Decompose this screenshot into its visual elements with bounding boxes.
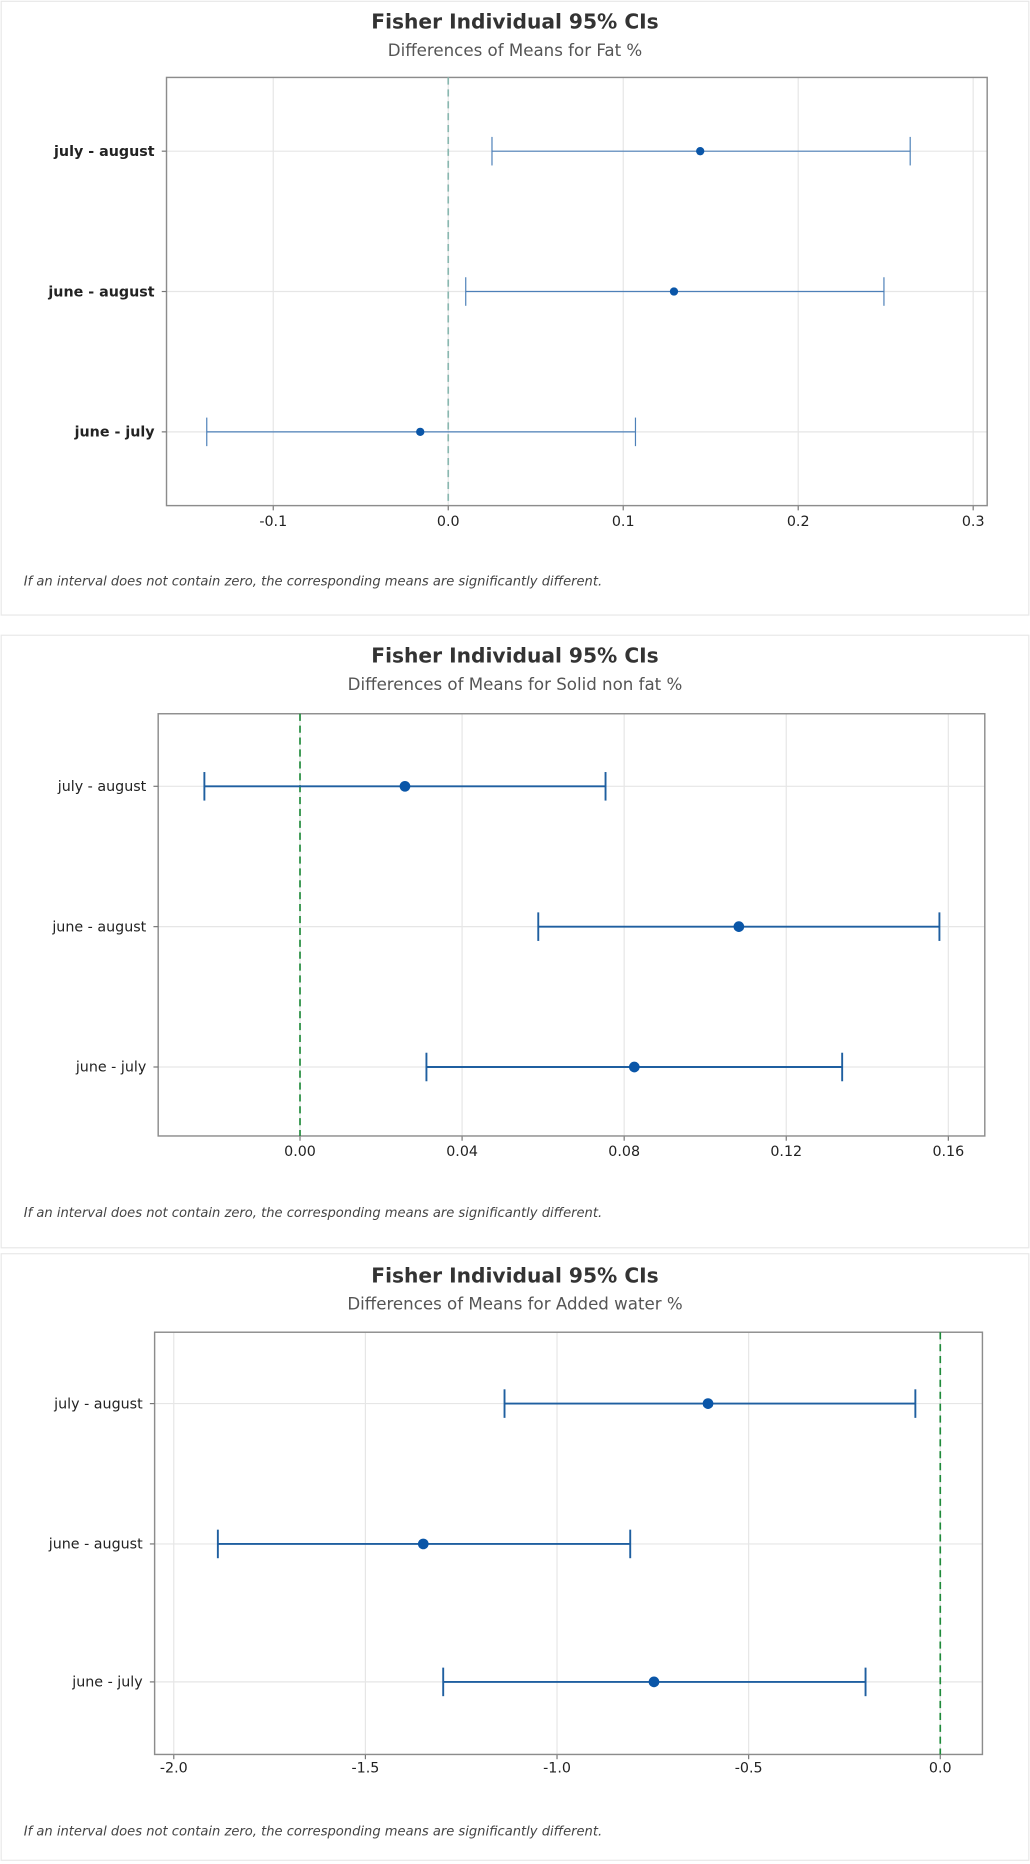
category-label: june - august bbox=[47, 284, 154, 300]
chart-subtitle: Differences of Means for Added water % bbox=[347, 1295, 682, 1314]
x-tick-label: -0.1 bbox=[259, 514, 287, 530]
x-tick-label: 0.12 bbox=[770, 1144, 802, 1160]
chart-title: Fisher Individual 95% CIs bbox=[371, 1263, 658, 1287]
chart-title: Fisher Individual 95% CIs bbox=[371, 10, 658, 34]
footnote: If an interval does not contain zero, th… bbox=[24, 574, 602, 589]
category-label: june - august bbox=[51, 919, 146, 935]
panel-border bbox=[0, 634, 1030, 1249]
x-tick-label: -0.5 bbox=[735, 1760, 763, 1776]
category-label: june - july bbox=[71, 1675, 143, 1691]
x-tick-label: 0.3 bbox=[962, 514, 985, 530]
estimate-point bbox=[648, 1676, 660, 1688]
x-tick-label: 0.0 bbox=[929, 1760, 952, 1776]
x-tick-label: 0.1 bbox=[612, 514, 635, 530]
category-label: june - july bbox=[74, 425, 156, 441]
x-tick-label: 0.08 bbox=[608, 1144, 640, 1160]
estimate-point bbox=[628, 1061, 640, 1073]
footnote: If an interval does not contain zero, th… bbox=[24, 1206, 602, 1221]
x-tick-label: 0.2 bbox=[787, 514, 810, 530]
category-label: july - august bbox=[53, 144, 155, 160]
chart-subtitle: Differences of Means for Fat % bbox=[388, 41, 642, 60]
estimate-point bbox=[669, 287, 679, 296]
chart-subtitle: Differences of Means for Solid non fat % bbox=[348, 675, 683, 694]
chart-panel-2: Fisher Individual 95% CIs Differences of … bbox=[0, 634, 1030, 1249]
category-label: july - august bbox=[57, 779, 147, 795]
panel-border bbox=[0, 1253, 1030, 1861]
x-tick-label: 0.16 bbox=[932, 1144, 964, 1160]
panel-border bbox=[0, 0, 1030, 616]
plot-frame bbox=[157, 713, 986, 1137]
estimate-point bbox=[417, 1538, 429, 1550]
chart-panel-1: Fisher Individual 95% CIs Differences of … bbox=[0, 0, 1030, 616]
chart-title: Fisher Individual 95% CIs bbox=[371, 644, 658, 668]
footnote: If an interval does not contain zero, th… bbox=[24, 1824, 602, 1839]
category-label: june - july bbox=[75, 1060, 147, 1076]
x-tick-label: -1.5 bbox=[351, 1760, 379, 1776]
x-tick-label: -2.0 bbox=[160, 1760, 188, 1776]
estimate-point bbox=[399, 780, 411, 792]
x-tick-label: 0.0 bbox=[437, 514, 460, 530]
x-tick-label: 0.04 bbox=[446, 1144, 478, 1160]
x-tick-label: 0.00 bbox=[284, 1144, 316, 1160]
chart-panel-3: Fisher Individual 95% CIs Differences of … bbox=[0, 1253, 1030, 1861]
estimate-point bbox=[416, 427, 425, 437]
category-label: july - august bbox=[53, 1396, 143, 1412]
estimate-point bbox=[733, 921, 745, 932]
estimate-point bbox=[696, 147, 705, 156]
x-tick-label: -1.0 bbox=[543, 1760, 571, 1776]
estimate-point bbox=[702, 1398, 714, 1409]
category-label: june - august bbox=[48, 1537, 143, 1553]
